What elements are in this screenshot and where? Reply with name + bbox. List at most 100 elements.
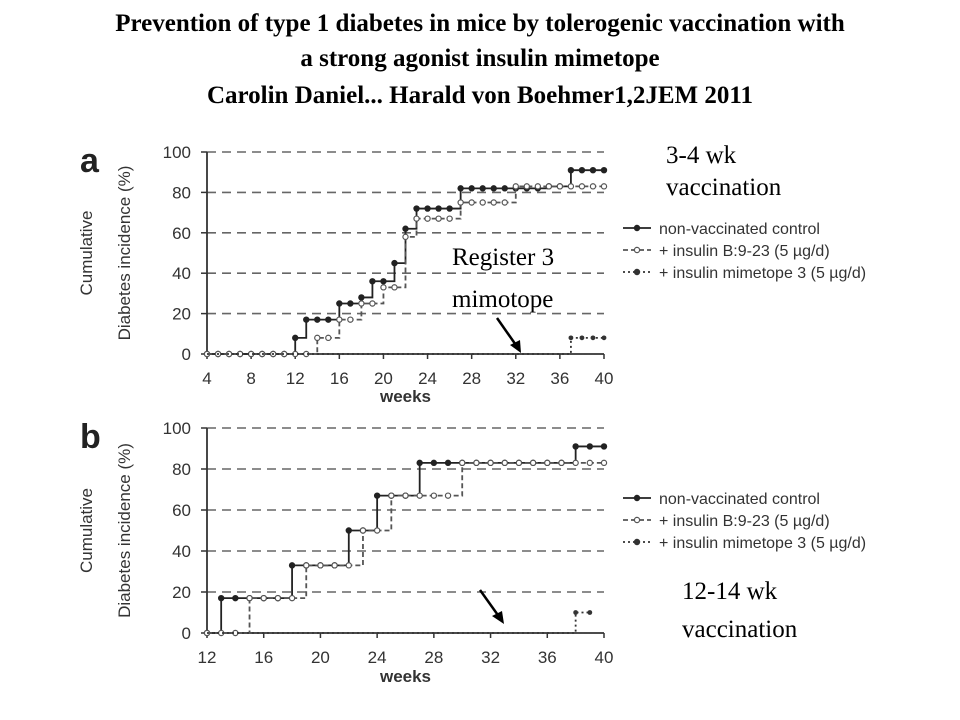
data-point [600, 166, 608, 174]
data-point [402, 225, 409, 232]
data-point [586, 443, 594, 450]
data-point [314, 334, 321, 342]
y-tick-label: 80 [172, 460, 191, 479]
x-tick-label: 20 [311, 648, 330, 667]
data-point [260, 594, 267, 602]
data-point [473, 459, 480, 467]
data-point [331, 562, 338, 569]
y-axis-label-line1: Cumulative [77, 210, 96, 295]
data-point [515, 459, 523, 467]
data-point [568, 335, 574, 341]
legend-marker-1 [633, 246, 641, 254]
y-axis-label-line2: Diabetes incidence (%) [115, 166, 134, 341]
legend-label-0: non-vaccinated control [659, 221, 820, 238]
data-point [345, 527, 352, 534]
data-point [589, 183, 597, 190]
panel-b-note-line2: vaccination [682, 616, 798, 643]
panel-a-note-line2: vaccination [666, 174, 782, 201]
x-tick-label: 16 [330, 369, 349, 388]
data-point [292, 334, 299, 342]
y-tick-label: 0 [182, 624, 191, 643]
data-point [556, 183, 564, 190]
data-point [288, 562, 296, 569]
legend-label-1: + insulin B:9-23 (5 µg/d) [659, 513, 830, 530]
legend-label-0: non-vaccinated control [659, 491, 820, 508]
data-point [424, 205, 431, 212]
data-point [373, 492, 381, 499]
data-point [373, 527, 381, 534]
data-point [225, 350, 233, 358]
data-point [601, 335, 607, 341]
data-point [446, 205, 453, 212]
data-point [534, 183, 542, 190]
data-point [587, 610, 593, 615]
data-point [457, 185, 464, 192]
data-point [413, 205, 420, 212]
slide-title-line-2: a strong agonist insulin mimetope [300, 45, 660, 72]
data-point [380, 278, 387, 285]
slide-title-line-1: Prevention of type 1 diabetes in mice by… [115, 10, 845, 37]
data-point [600, 459, 608, 467]
x-tick-label: 36 [538, 648, 557, 667]
register-arrow [495, 317, 521, 353]
x-tick-label: 12 [286, 369, 305, 388]
data-point [490, 199, 497, 206]
data-point [545, 183, 553, 190]
data-point [446, 215, 453, 222]
x-tick-label: 4 [202, 369, 211, 388]
y-tick-label: 40 [172, 542, 191, 561]
data-point [413, 215, 420, 222]
x-tick-label: 40 [595, 369, 614, 388]
y-tick-label: 60 [172, 224, 191, 243]
data-point [358, 294, 365, 301]
data-point [490, 185, 497, 192]
data-point [572, 443, 579, 450]
data-point [573, 610, 579, 615]
legend-marker-0 [633, 224, 641, 232]
data-point [325, 334, 332, 342]
data-point [600, 443, 608, 450]
x-tick-label: 24 [418, 369, 437, 388]
data-point [479, 199, 486, 206]
data-point [416, 459, 423, 467]
data-point [435, 205, 442, 212]
legend-marker-0 [633, 494, 641, 502]
data-point [317, 562, 324, 569]
data-point [369, 278, 376, 285]
legend-marker-1 [633, 516, 641, 524]
x-tick-label: 32 [481, 648, 500, 667]
data-point [501, 199, 508, 206]
data-point [303, 316, 310, 323]
data-point [288, 594, 296, 602]
panel-b-arrow [478, 589, 504, 624]
y-tick-label: 100 [163, 419, 191, 438]
series-line-1 [207, 461, 604, 634]
data-point [589, 166, 597, 174]
x-tick-label: 24 [368, 648, 387, 667]
y-tick-label: 60 [172, 501, 191, 520]
data-point [567, 166, 575, 174]
y-tick-label: 20 [172, 305, 191, 324]
x-axis-label: weeks [379, 667, 431, 686]
data-point [600, 183, 608, 190]
data-point [325, 316, 332, 323]
panel-a-note-line1: 3-4 wk [666, 142, 737, 169]
data-point [444, 459, 452, 467]
data-point [336, 316, 343, 323]
legend-marker-2 [633, 268, 641, 276]
data-point [391, 284, 398, 291]
x-tick-label: 32 [506, 369, 525, 388]
data-point [416, 492, 423, 499]
data-point [430, 459, 438, 467]
data-point [347, 316, 354, 323]
data-point [529, 459, 537, 467]
data-point [523, 183, 531, 190]
x-tick-label: 28 [462, 369, 481, 388]
data-point [280, 350, 288, 358]
y-tick-label: 0 [182, 345, 191, 364]
legend-marker-2 [633, 538, 641, 546]
y-tick-label: 100 [163, 143, 191, 162]
data-point [380, 284, 387, 291]
panel-label: a [80, 142, 100, 180]
y-tick-label: 80 [172, 183, 191, 202]
